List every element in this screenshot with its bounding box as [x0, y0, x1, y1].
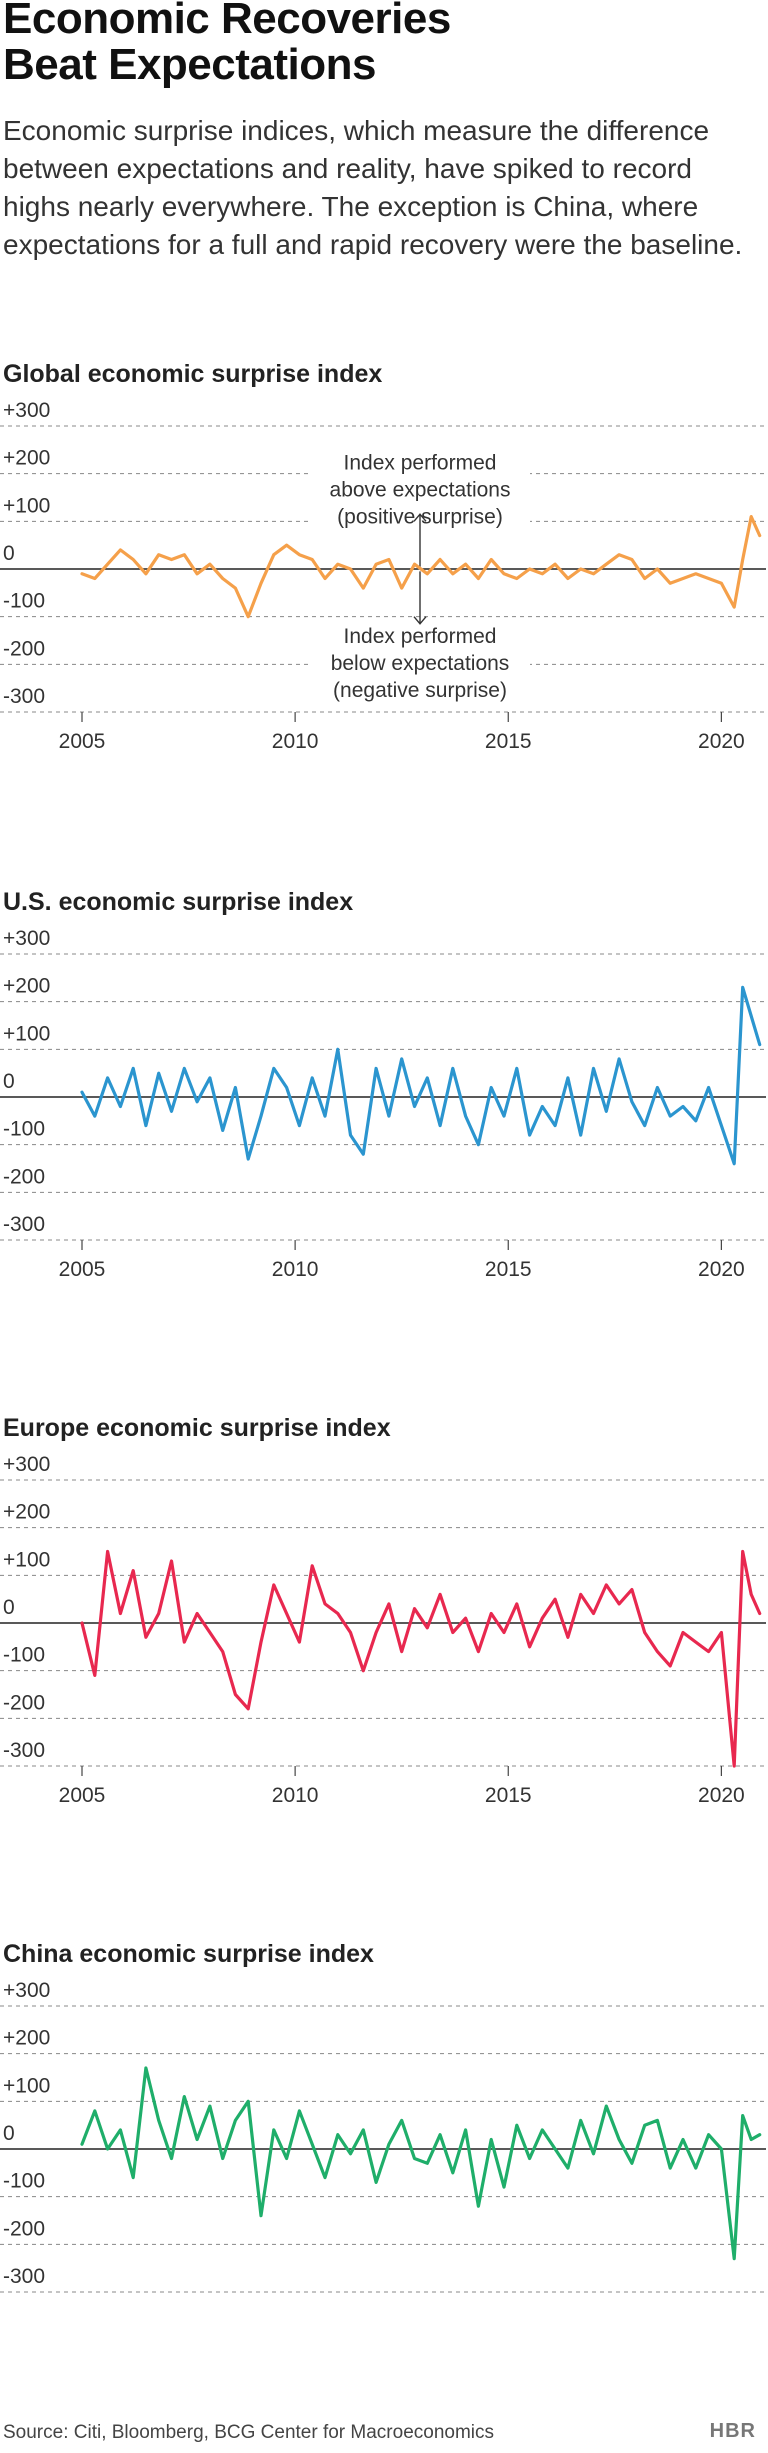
x-tick-label: 2015	[485, 1258, 532, 1281]
headline-line-2: Beat Expectations	[3, 40, 376, 89]
us-chart: +300 +200 +100 0 -100 -200 -300 2005 2010 2015 202…	[0, 928, 766, 1281]
y-tick-label: +100	[3, 2074, 50, 2097]
europe-chart-title: Europe economic surprise index	[3, 1414, 391, 1442]
us-chart-title: U.S. economic surprise index	[3, 888, 354, 916]
y-tick-label: -200	[3, 2217, 45, 2240]
series-line	[80, 985, 762, 1166]
annotation-above-text: above expectations	[330, 478, 511, 501]
y-tick-label: -100	[3, 1118, 45, 1141]
source-note: Source: Citi, Bloomberg, BCG Center for …	[3, 2422, 495, 2443]
annotation-below-text: below expectations	[331, 652, 510, 675]
y-tick-label: -100	[3, 2170, 45, 2193]
china-chart: +300 +200 +100 0 -100 -200 -300	[0, 1980, 766, 2293]
x-tick-label: 2005	[59, 1784, 106, 1807]
europe-chart: +300 +200 +100 0 -100 -200 -300 2005 2010 2015 202…	[0, 1454, 766, 1807]
annotation-background	[310, 623, 530, 708]
y-tick-label: +200	[3, 447, 50, 470]
y-tick-label: 0	[3, 542, 15, 565]
global-chart-panel: Global economic surprise index +300 +200 +…	[0, 360, 768, 830]
us-chart-panel: U.S. economic surprise index +300 +200 +10…	[0, 888, 768, 1358]
x-tick-label: 2010	[272, 1784, 319, 1807]
y-tick-label: -200	[3, 1691, 45, 1714]
y-tick-label: +200	[3, 1501, 50, 1524]
y-tick-label: +200	[3, 975, 50, 998]
annotation-below-text: (negative surprise)	[333, 679, 507, 702]
headline-line-1: Economic Recoveries	[3, 0, 451, 43]
series-line	[80, 1549, 762, 1768]
y-tick-label: +100	[3, 1548, 50, 1571]
arrow-down-icon	[413, 571, 427, 625]
y-tick-label: +300	[3, 1454, 50, 1476]
y-tick-label: +300	[3, 400, 50, 422]
y-tick-label: 0	[3, 2122, 15, 2145]
china-chart-panel: China economic surprise index +300 +200 +1…	[0, 1940, 768, 2410]
y-tick-label: 0	[3, 1070, 15, 1093]
y-tick-label: -300	[3, 685, 45, 708]
y-tick-label: +300	[3, 928, 50, 950]
arrow-up-icon	[413, 513, 427, 567]
x-tick-label: 2020	[698, 1258, 745, 1281]
series-line	[80, 515, 762, 619]
annotation-below-text: Index performed	[344, 625, 497, 648]
y-tick-label: -300	[3, 1213, 45, 1236]
headline: Economic Recoveries Beat Expectations	[3, 0, 451, 88]
global-chart: +300 +200 +100 0 -100 -200 -300 2005 2010 2015 202…	[0, 400, 766, 753]
global-chart-title: Global economic surprise index	[3, 360, 383, 388]
x-tick-label: 2005	[59, 730, 106, 753]
y-tick-label: -300	[3, 2265, 45, 2288]
x-tick-label: 2015	[485, 730, 532, 753]
x-tick-label: 2020	[698, 730, 745, 753]
y-tick-label: +100	[3, 494, 50, 517]
dek: Economic surprise indices, which measure…	[3, 115, 743, 260]
series-line	[80, 2066, 762, 2261]
china-chart-title: China economic surprise index	[3, 1940, 374, 1968]
y-tick-label: -100	[3, 590, 45, 613]
y-tick-label: -100	[3, 1644, 45, 1667]
y-tick-label: +200	[3, 2027, 50, 2050]
europe-chart-panel: Europe economic surprise index +300 +200 +…	[0, 1414, 768, 1884]
x-tick-label: 2020	[698, 1784, 745, 1807]
y-tick-label: -300	[3, 1739, 45, 1762]
y-tick-label: +100	[3, 1022, 50, 1045]
y-tick-label: -200	[3, 637, 45, 660]
hbr-logo: HBR	[709, 2420, 756, 2442]
x-tick-label: 2015	[485, 1784, 532, 1807]
x-tick-label: 2010	[272, 1258, 319, 1281]
y-tick-label: 0	[3, 1596, 15, 1619]
x-tick-label: 2010	[272, 730, 319, 753]
x-tick-label: 2005	[59, 1258, 106, 1281]
y-tick-label: -200	[3, 1165, 45, 1188]
y-tick-label: +300	[3, 1980, 50, 2002]
annotation-above-text: Index performed	[344, 451, 497, 474]
